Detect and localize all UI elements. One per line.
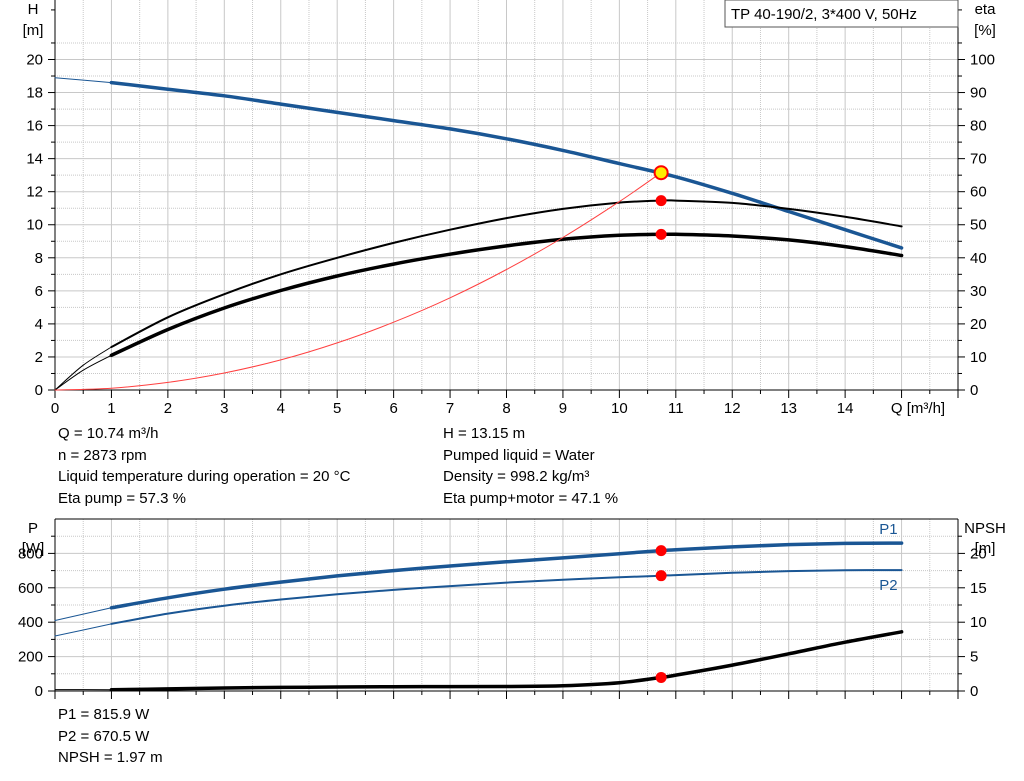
pump-title: TP 40-190/2, 3*400 V, 50Hz (731, 6, 917, 23)
series-p1-ext (54, 607, 112, 621)
y-right-tick-label: 0 (970, 382, 978, 399)
x-tick-label: 12 (724, 400, 741, 417)
y-left-tick-label: 200 (18, 649, 43, 666)
series-label-p1: P1 (879, 521, 897, 538)
y-right-tick-label: 10 (970, 614, 987, 631)
y-left-tick-label: 0 (35, 683, 43, 700)
x-tick-label: 0 (51, 400, 59, 417)
y-left-tick-label: 10 (26, 217, 43, 234)
operating-point-marker (655, 671, 667, 683)
series-p1 (109, 541, 904, 610)
info-bottom: P1 = 815.9 W P2 = 670.5 W NPSH = 1.97 m (58, 704, 163, 769)
y-left-tick-label: 14 (26, 151, 43, 168)
y-left-tick-label: 2 (35, 349, 43, 366)
series-label-p2: P2 (879, 577, 897, 594)
y-right-tick-label: 20 (970, 316, 987, 333)
y-right-tick-label: 30 (970, 283, 987, 300)
info-p1: P1 = 815.9 W (58, 706, 150, 723)
x-tick-label: 7 (446, 400, 454, 417)
operating-point-marker (655, 570, 667, 582)
y-right-axis-unit: [%] (974, 22, 996, 39)
y-right-axis-title: eta (975, 1, 997, 18)
y-left-tick-label: 8 (35, 250, 43, 267)
series-npsh (109, 630, 904, 692)
x-tick-label: 13 (780, 400, 797, 417)
y-right-tick-label: 5 (970, 649, 978, 666)
y-left-tick-label: 800 (18, 545, 43, 562)
x-tick-label: 11 (668, 400, 684, 417)
x-tick-label: 5 (333, 400, 341, 417)
info-liquid-temperature: Liquid temperature during operation = 20… (58, 468, 351, 485)
series-eta-total-ext (54, 354, 112, 391)
y-right-tick-label: 70 (970, 151, 987, 168)
series-system (54, 172, 662, 391)
info-head: H = 13.15 m (443, 425, 526, 442)
info-pumped-liquid: Pumped liquid = Water (443, 446, 595, 464)
info-top-right: H = 13.15 m Pumped liquid = Water Densit… (443, 423, 618, 509)
x-axis-label: Q [m³/h] (891, 400, 945, 417)
y-right-tick-label: 100 (970, 51, 995, 68)
y-right-tick-label: 90 (970, 85, 987, 102)
y-left-tick-label: 20 (26, 51, 43, 68)
y-right-axis-unit: [m] (975, 540, 996, 557)
series-p2 (110, 569, 903, 625)
y-right-tick-label: 50 (970, 217, 987, 234)
duty-point-marker (653, 165, 669, 181)
info-speed: n = 2873 rpm (58, 446, 147, 464)
x-tick-label: 14 (837, 400, 854, 417)
y-right-tick-label: 20 (970, 545, 987, 562)
y-right-axis-title: NPSH (964, 520, 1006, 537)
y-right-tick-label: 0 (970, 683, 978, 700)
y-left-tick-label: 4 (35, 316, 43, 333)
y-left-axis-unit: [m] (23, 22, 44, 39)
y-left-tick-label: 600 (18, 580, 43, 597)
info-eta-pump: Eta pump = 57.3 % (58, 489, 186, 507)
y-left-tick-label: 16 (26, 118, 43, 135)
operating-point-marker (655, 195, 667, 207)
x-tick-label: 6 (389, 400, 397, 417)
info-eta-pump-motor: Eta pump+motor = 47.1 % (443, 489, 619, 507)
y-right-tick-label: 60 (970, 184, 987, 201)
series-head-ext (54, 77, 112, 84)
series-eta-pump-ext (54, 346, 112, 391)
info-flow: Q = 10.74 m³/h (58, 425, 159, 442)
y-right-tick-label: 80 (970, 118, 987, 135)
info-p2: P2 = 670.5 W (58, 727, 150, 745)
x-tick-label: 1 (107, 400, 115, 417)
info-top-left: Q = 10.74 m³/h n = 2873 rpm Liquid tempe… (58, 423, 350, 509)
info-density: Density = 998.2 kg/m³ (443, 468, 590, 485)
series-eta-total (109, 232, 904, 358)
y-left-tick-label: 400 (18, 614, 43, 631)
y-right-tick-label: 40 (970, 250, 987, 267)
y-left-tick-label: 18 (26, 85, 43, 102)
pump-title-box: TP 40-190/2, 3*400 V, 50Hz (724, 0, 959, 28)
grid (55, 0, 958, 390)
x-tick-label: 10 (611, 400, 628, 417)
y-left-tick-label: 0 (35, 382, 43, 399)
operating-point-marker (655, 545, 667, 557)
x-tick-label: 3 (220, 400, 228, 417)
info-npsh: NPSH = 1.97 m (58, 749, 163, 766)
y-right-tick-label: 10 (970, 349, 987, 366)
y-left-axis-title: H (28, 1, 39, 18)
y-left-tick-label: 6 (35, 283, 43, 300)
x-tick-label: 2 (164, 400, 172, 417)
series-p2-ext (54, 623, 112, 637)
y-left-axis-title: P (28, 520, 38, 537)
operating-point-marker (655, 228, 667, 240)
x-tick-label: 4 (277, 400, 285, 417)
y-right-tick-label: 15 (970, 580, 987, 597)
x-tick-label: 9 (559, 400, 567, 417)
x-tick-label: 8 (502, 400, 510, 417)
power-npsh-chart: 0 200 400 600 800 0 5 10 15 20 P [W] NPSH [m] P1 P2 (18, 518, 1006, 700)
performance-chart: 0 1 2 3 4 5 6 7 8 9 10 11 12 13 14 Q [m³/h]024681012141… (23, 0, 997, 417)
y-left-axis-unit: [W] (22, 540, 45, 557)
y-left-tick-label: 12 (26, 184, 43, 201)
series-eta-pump (110, 199, 903, 348)
